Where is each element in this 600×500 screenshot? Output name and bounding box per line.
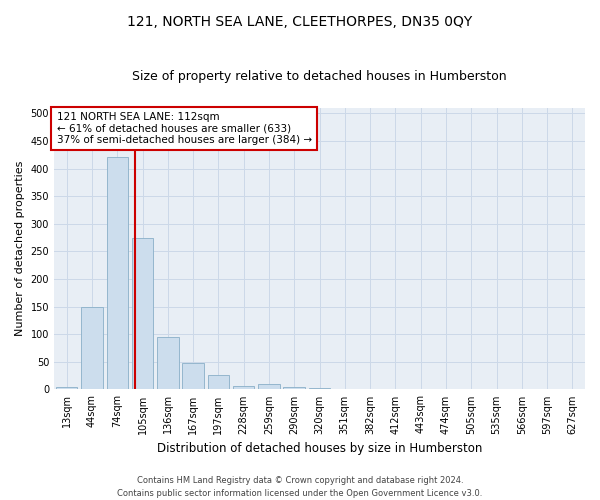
Bar	[56, 386, 77, 390]
Bar	[132, 238, 153, 390]
Bar	[81, 306, 103, 390]
X-axis label: Distribution of detached houses by size in Humberston: Distribution of detached houses by size …	[157, 442, 482, 455]
Bar	[107, 158, 128, 390]
Bar	[233, 386, 254, 390]
Bar	[182, 363, 204, 390]
Title: Size of property relative to detached houses in Humberston: Size of property relative to detached ho…	[132, 70, 507, 83]
Bar	[208, 374, 229, 390]
Bar	[157, 337, 179, 390]
Bar	[309, 388, 330, 390]
Text: Contains HM Land Registry data © Crown copyright and database right 2024.
Contai: Contains HM Land Registry data © Crown c…	[118, 476, 482, 498]
Y-axis label: Number of detached properties: Number of detached properties	[15, 161, 25, 336]
Text: 121, NORTH SEA LANE, CLEETHORPES, DN35 0QY: 121, NORTH SEA LANE, CLEETHORPES, DN35 0…	[127, 15, 473, 29]
Bar	[283, 386, 305, 390]
Bar	[258, 384, 280, 390]
Text: 121 NORTH SEA LANE: 112sqm
← 61% of detached houses are smaller (633)
37% of sem: 121 NORTH SEA LANE: 112sqm ← 61% of deta…	[56, 112, 312, 145]
